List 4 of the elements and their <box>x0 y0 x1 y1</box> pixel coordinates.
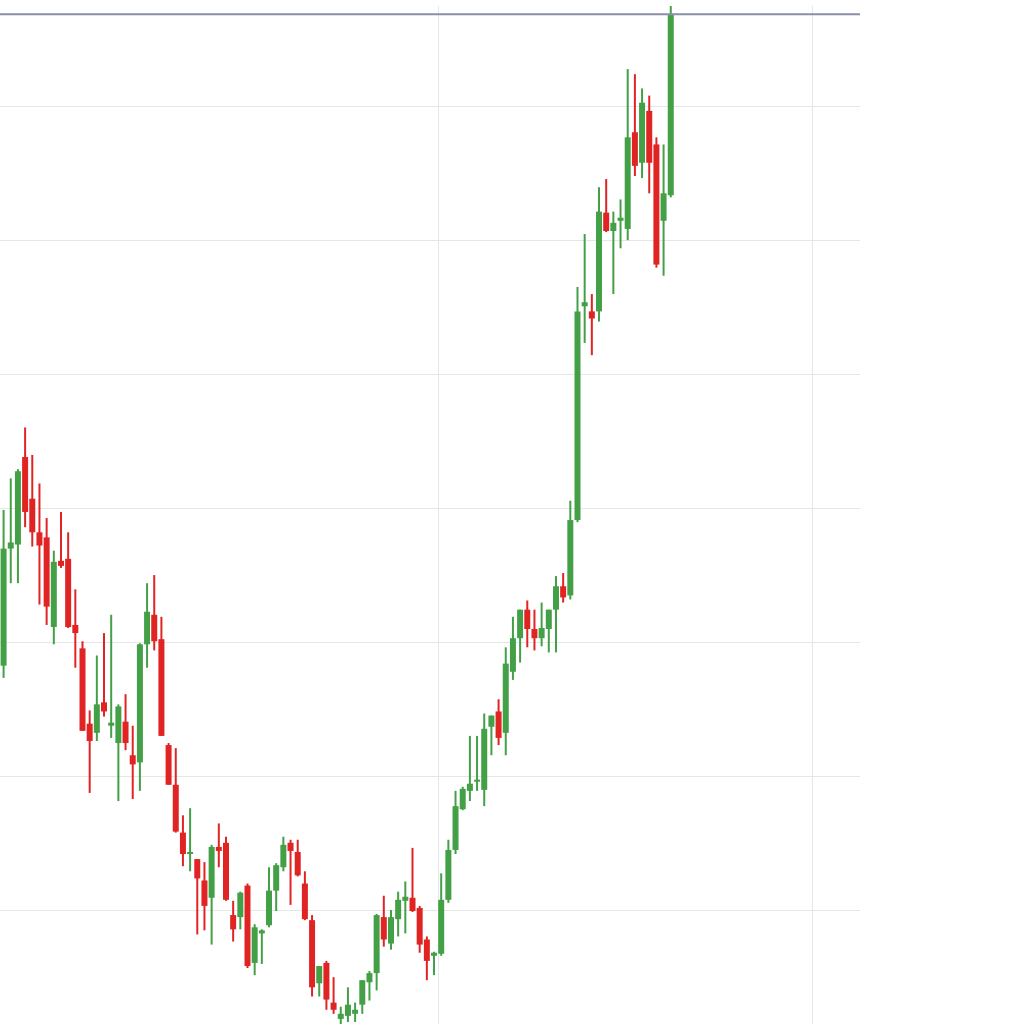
candlestick <box>581 234 588 343</box>
candlestick <box>101 633 108 717</box>
candlestick <box>187 808 194 872</box>
candlestick <box>610 211 617 295</box>
